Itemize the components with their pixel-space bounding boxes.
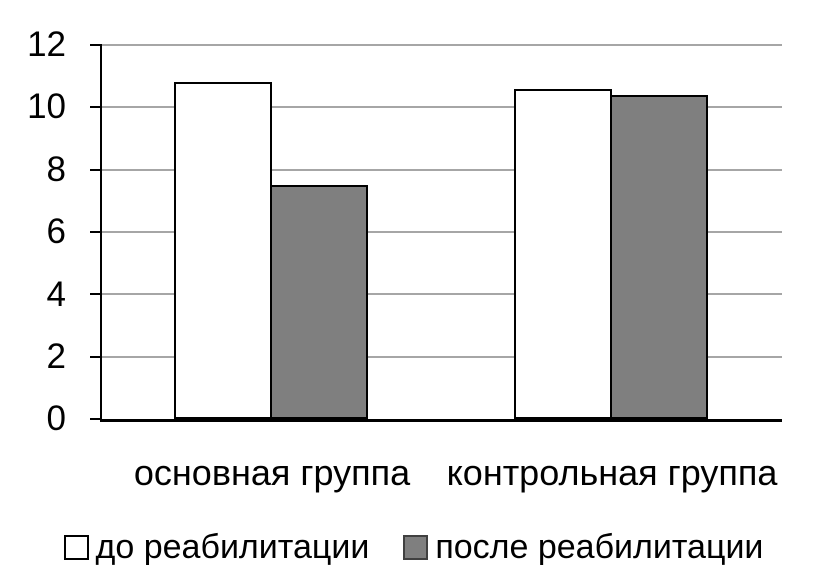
plot-area <box>100 44 782 422</box>
legend-swatch-before-icon <box>63 534 89 560</box>
bar-after-rehab-control-group <box>610 95 708 419</box>
y-axis-tick-6 <box>90 231 102 233</box>
y-axis-tick-4 <box>90 293 102 296</box>
y-axis-tick-8 <box>90 168 102 171</box>
bar-before-rehab-main-group <box>174 82 272 419</box>
y-axis-tick-0 <box>90 418 102 420</box>
x-category-label-control: контрольная группа <box>446 452 778 493</box>
y-axis-tick-2 <box>90 355 102 358</box>
y-axis-tick-10 <box>90 106 102 109</box>
legend-item-before: до реабилитации <box>63 527 370 567</box>
legend-item-after: после реабилитации <box>403 527 763 567</box>
bar-before-rehab-control-group <box>514 89 612 419</box>
bar-after-rehab-main-group <box>270 185 368 419</box>
legend: до реабилитации после реабилитации <box>0 527 827 567</box>
y-tick-label-2: 2 <box>46 337 66 376</box>
y-axis-tick-12 <box>90 44 102 46</box>
y-tick-label-0: 0 <box>46 399 66 438</box>
y-tick-label-4: 4 <box>46 275 66 314</box>
x-category-label-main: основная группа <box>133 452 411 493</box>
legend-label-before: до реабилитации <box>95 528 370 566</box>
gridline-6 <box>102 231 782 233</box>
y-tick-label-12: 12 <box>27 25 66 64</box>
y-tick-label-10: 10 <box>27 87 66 126</box>
gridline-4 <box>102 293 782 296</box>
gridline-10 <box>102 106 782 109</box>
gridline-12 <box>102 44 782 46</box>
legend-swatch-after-icon <box>403 534 429 560</box>
gridline-8 <box>102 168 782 171</box>
y-tick-label-6: 6 <box>46 212 66 251</box>
legend-label-after: после реабилитации <box>435 528 764 566</box>
gridline-2 <box>102 355 782 358</box>
y-tick-label-8: 8 <box>46 150 66 189</box>
